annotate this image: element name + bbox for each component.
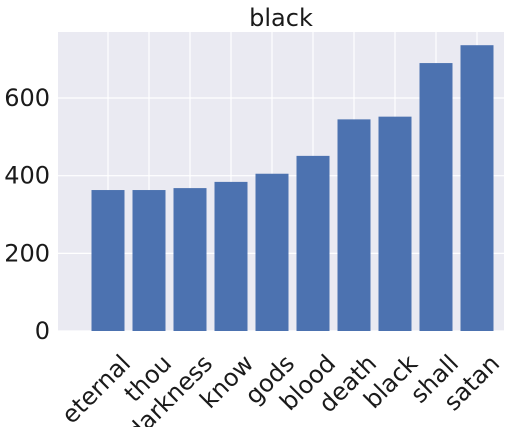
bar-death xyxy=(337,119,371,331)
y-tick-labels: 0 200 400 600 xyxy=(4,84,50,345)
y-tick-label: 0 xyxy=(35,317,50,345)
y-tick-label: 400 xyxy=(4,162,50,190)
bar-blood xyxy=(296,155,330,331)
chart-title: black xyxy=(249,4,313,32)
bar-black xyxy=(378,116,412,331)
y-tick-label: 200 xyxy=(4,239,50,267)
x-tick-labels: eternalthoudarknessknowgodsblooddeathbla… xyxy=(56,349,505,427)
bar-know xyxy=(214,181,248,331)
bar-satan xyxy=(460,45,494,331)
bar-darkness xyxy=(173,188,207,331)
bars xyxy=(91,45,494,331)
bar-eternal xyxy=(91,190,125,331)
bar-thou xyxy=(132,190,166,331)
bar-gods xyxy=(255,173,289,331)
y-tick-label: 600 xyxy=(4,84,50,112)
bar-shall xyxy=(419,63,453,331)
